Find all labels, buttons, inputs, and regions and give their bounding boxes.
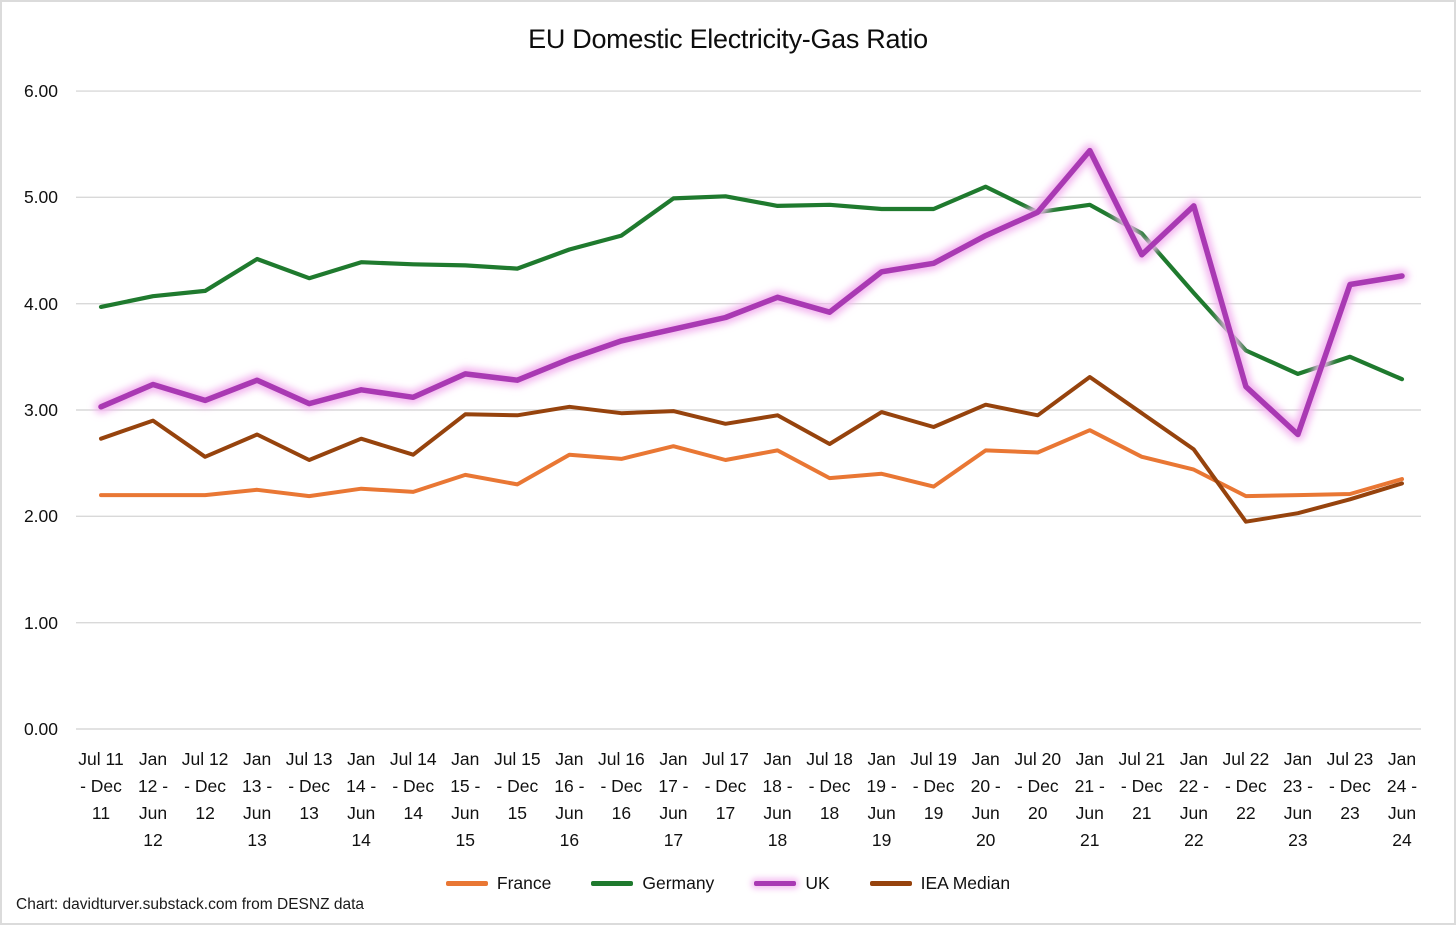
x-tick-label: Jan 21 - Jun 21 <box>1074 749 1105 850</box>
y-tick-label: 4.00 <box>23 293 58 314</box>
legend-line-icon <box>869 881 912 886</box>
y-tick-label: 6.00 <box>23 81 58 102</box>
x-tick-label: Jan 13 - Jun 13 <box>242 749 273 850</box>
x-tick-label: Jul 19 - Dec 19 <box>910 749 957 823</box>
x-tick-label: Jul 18 - Dec 18 <box>806 749 853 823</box>
legend-line-icon <box>445 881 488 886</box>
x-tick-label: Jan 18 - Jun 18 <box>762 749 793 850</box>
y-tick-label: 5.00 <box>23 187 58 208</box>
legend-label: France <box>496 873 552 893</box>
legend: France Germany UK IEA Median <box>0 873 1456 894</box>
x-tick-label: Jul 15 - Dec 15 <box>493 749 541 823</box>
legend-label: Germany <box>642 873 715 893</box>
legend-label: IEA Median <box>920 873 1011 893</box>
x-tick-label: Jul 21 - Dec 21 <box>1118 749 1166 823</box>
x-tick-label: Jul 22 - Dec 22 <box>1222 749 1270 823</box>
x-tick-label: Jan 22 - Jun 22 <box>1178 749 1209 850</box>
x-tick-label: Jan 20 - Jun 20 <box>970 749 1001 850</box>
x-tick-label: Jul 20 - Dec 20 <box>1014 749 1062 823</box>
y-tick-label: 3.00 <box>23 400 58 420</box>
x-tick-label: Jan 24 - Jun 24 <box>1386 749 1418 850</box>
legend-line-icon <box>591 881 634 886</box>
y-tick-label: 1.00 <box>23 612 58 633</box>
x-tick-label: Jul 13 - Dec 13 <box>285 749 333 823</box>
x-tick-label: Jul 14 - Dec 14 <box>389 749 437 823</box>
x-tick-label: Jan 17 - Jun 17 <box>658 749 689 850</box>
series-lines <box>94 144 1409 524</box>
x-tick-label: Jan 16 - Jun 16 <box>554 749 585 850</box>
x-tick-label: Jul 23 - Dec 23 <box>1326 749 1374 823</box>
x-tick-label: Jan 12 - Jun 12 <box>137 749 169 850</box>
legend-item-france: France <box>445 873 552 894</box>
legend-item-germany: Germany <box>591 873 714 894</box>
uk-line-glow <box>94 144 1409 441</box>
iea-median-line <box>99 375 1404 524</box>
x-tick-label: Jul 17 - Dec 17 <box>702 749 749 823</box>
x-tick-label: Jan 14 - Jun 14 <box>346 749 377 850</box>
germany-line <box>98 184 1405 382</box>
x-tick-label: Jul 12 - Dec 12 <box>181 749 229 823</box>
x-tick-label: Jul 11 - Dec 11 <box>78 749 124 823</box>
x-tick-label: Jan 19 - Jun 19 <box>866 749 897 850</box>
x-tick-label: Jan 23 - Jun 23 <box>1282 749 1313 850</box>
legend-label: UK <box>805 873 830 893</box>
chart-title: EU Domestic Electricity-Gas Ratio <box>528 24 928 54</box>
source-note: Chart: davidturver.substack.com from DES… <box>16 896 365 913</box>
x-tick-label: Jan 15 - Jun 15 <box>450 749 481 850</box>
gridlines <box>76 90 1421 730</box>
legend-item-uk: UK <box>754 873 830 894</box>
y-tick-label: 0.00 <box>23 719 58 739</box>
legend-item-iea-median: IEA Median <box>869 873 1011 894</box>
x-tick-label: Jul 16 - Dec 16 <box>598 749 645 823</box>
legend-line-icon <box>754 881 797 886</box>
y-tick-label: 2.00 <box>23 506 58 527</box>
france-line <box>99 428 1404 499</box>
uk-line <box>98 147 1405 438</box>
